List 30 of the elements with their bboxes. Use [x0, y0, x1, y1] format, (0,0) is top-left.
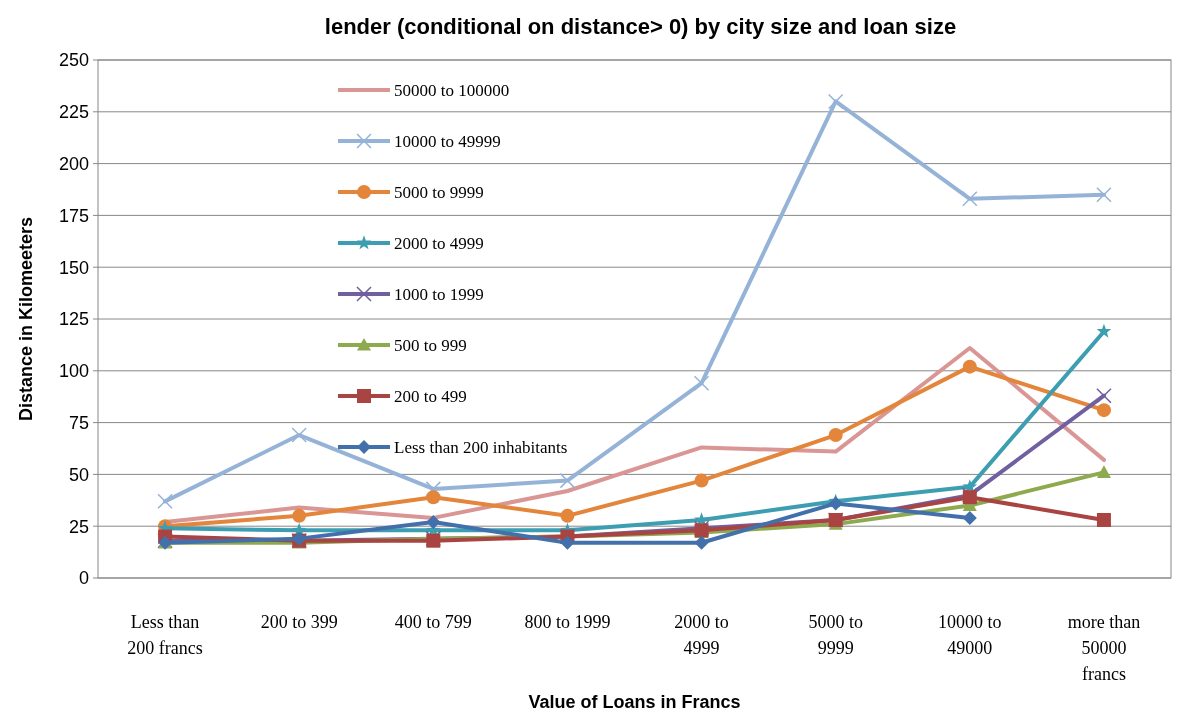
- x-tick-label: Less than 200 francs: [127, 612, 203, 658]
- y-tick-label: 50: [68, 464, 89, 485]
- y-tick-label: 0: [78, 568, 89, 589]
- y-axis-title: Distance in Kilomeeters: [16, 216, 36, 422]
- x-tick-label: 200 to 399: [260, 612, 338, 632]
- chart-title: lender (conditional on distance> 0) by city size and loan size: [324, 14, 957, 39]
- x-tick-label: 10000 to 49000: [938, 612, 1002, 658]
- x-tick-label: 2000 to 4999: [674, 612, 729, 658]
- y-tick-label: 125: [58, 309, 89, 330]
- y-tick-label: 25: [68, 516, 89, 537]
- y-tick-label: 250: [58, 50, 89, 71]
- y-tick-label: 225: [58, 102, 89, 123]
- x-tick-label: 400 to 799: [394, 612, 472, 632]
- legend-label: 5000 to 9999: [394, 182, 484, 202]
- y-tick-label: 175: [58, 205, 89, 226]
- legend-label: 200 to 499: [394, 386, 467, 406]
- x-axis-title: Value of Loans in Francs: [528, 692, 741, 712]
- y-tick-label: 200: [58, 153, 89, 174]
- legend-label: Less than 200 inhabitants: [394, 437, 568, 457]
- legend-label: 10000 to 49999: [394, 131, 501, 151]
- y-tick-label: 100: [58, 361, 89, 382]
- x-tick-label: 800 to 1999: [524, 612, 611, 632]
- legend-label: 2000 to 4999: [394, 233, 484, 253]
- x-tick-label: 5000 to 9999: [808, 612, 863, 658]
- y-tick-label: 75: [68, 412, 89, 433]
- legend-label: 1000 to 1999: [394, 284, 484, 304]
- legend-label: 500 to 999: [394, 335, 467, 355]
- x-tick-label: more than 50000 francs: [1067, 612, 1141, 684]
- legend-label: 50000 to 100000: [394, 80, 510, 100]
- y-tick-label: 150: [58, 257, 89, 278]
